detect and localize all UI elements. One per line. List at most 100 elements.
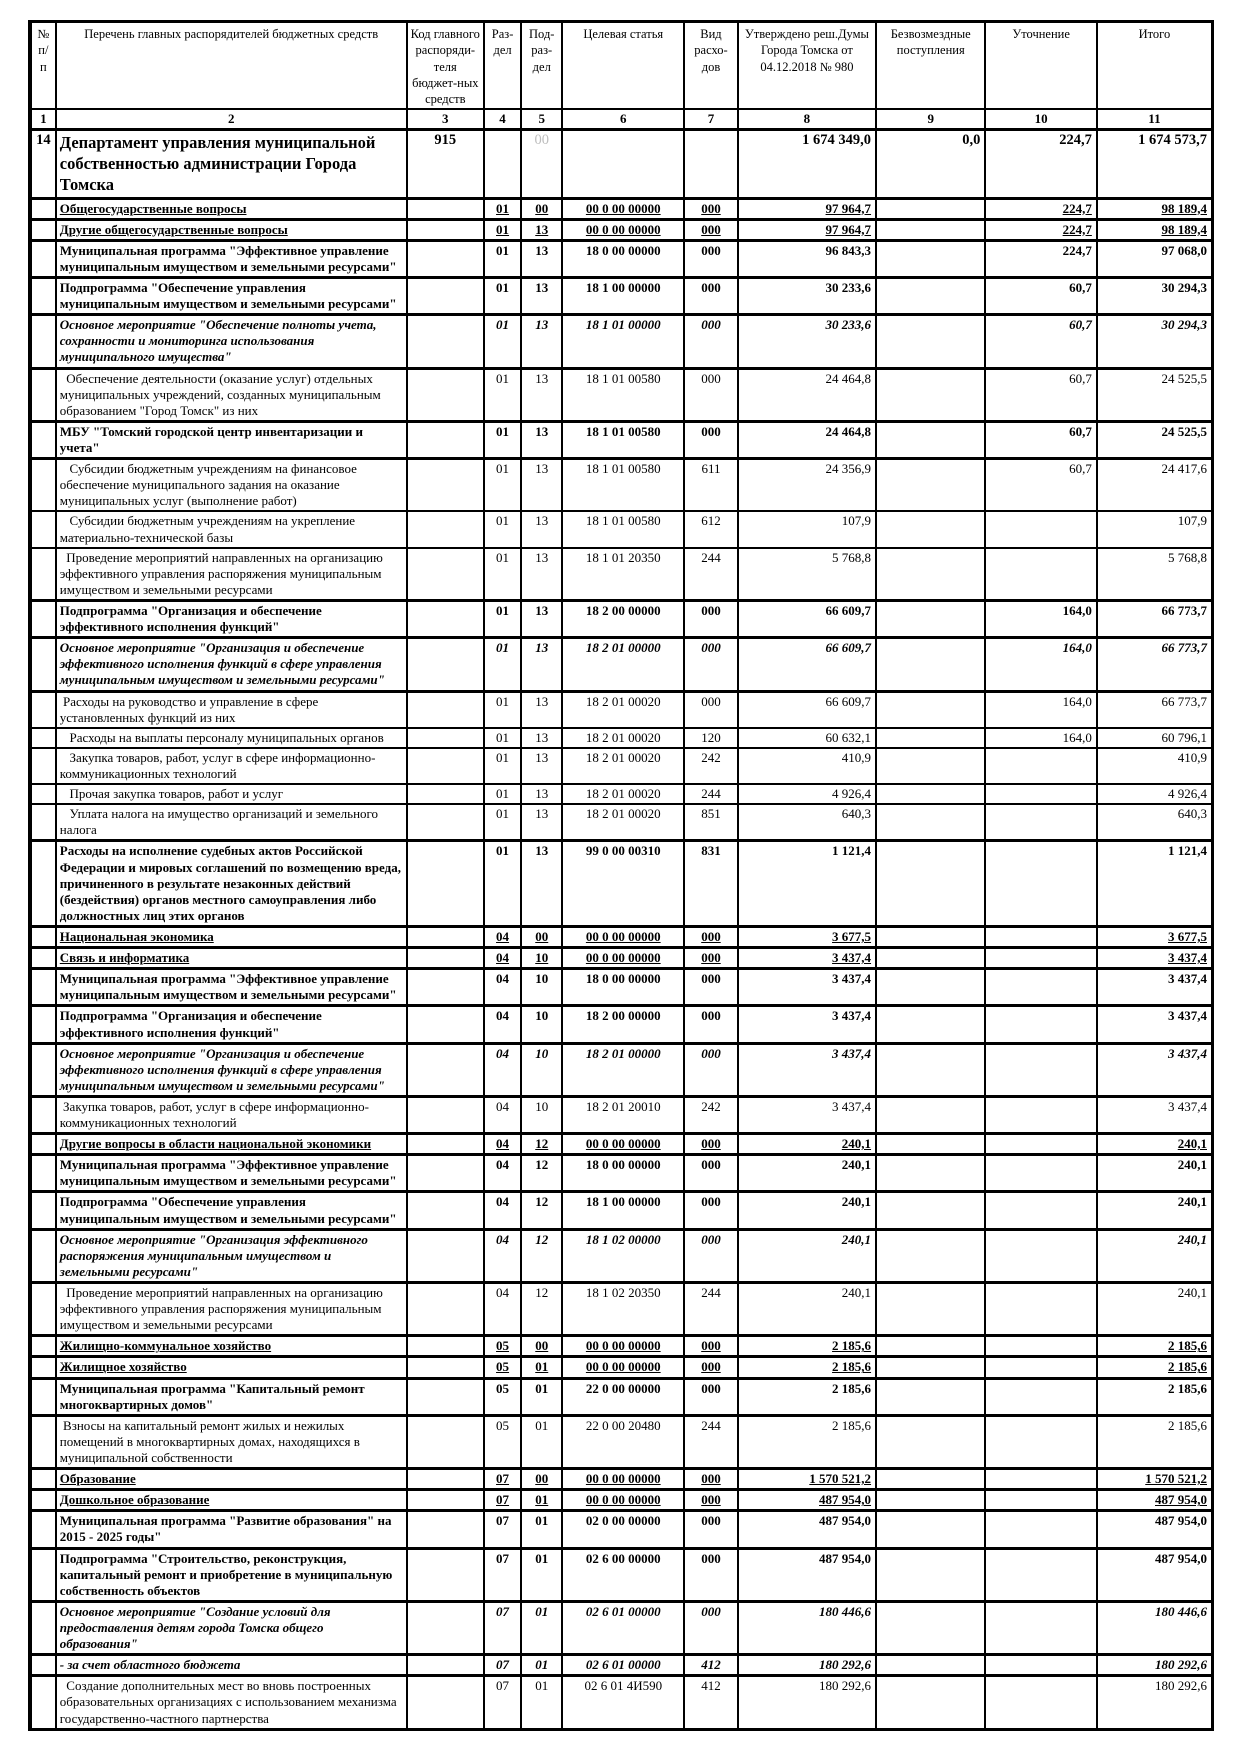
- target-article-code: 18 0 00 00000: [561, 1153, 686, 1194]
- grbs-code: [405, 1467, 485, 1492]
- grbs-code: [405, 1653, 485, 1678]
- target-article-code: 18 1 00 00000: [561, 1190, 686, 1231]
- approved-amount: 24 464,8: [736, 367, 878, 423]
- target-article-code: 18 2 00 00000: [561, 1004, 686, 1045]
- row-number: [29, 1376, 57, 1417]
- target-article-code: 18 2 01 00020: [561, 803, 686, 842]
- refinement-amount: [984, 1132, 1098, 1157]
- expense-type-code: 242: [683, 746, 739, 786]
- subsection-code: 12: [520, 1281, 564, 1337]
- gratuitous-amount: [875, 1227, 987, 1285]
- subsection-code: 01: [520, 1355, 564, 1380]
- refinement-amount: [984, 839, 1098, 928]
- column-header: Под-раз-дел: [520, 20, 564, 111]
- column-number: 7: [683, 108, 739, 132]
- grbs-code: [405, 217, 485, 242]
- target-article-code: 18 2 01 20010: [561, 1095, 686, 1135]
- expense-type-code: 000: [683, 1334, 739, 1359]
- item-name: Прочая закупка товаров, работ и услуг: [54, 783, 408, 806]
- section-code: 01: [482, 839, 523, 928]
- expense-type-code: 000: [683, 1227, 739, 1285]
- total-amount: 487 954,0: [1095, 1488, 1214, 1513]
- grbs-code: [405, 783, 485, 806]
- row-number: [29, 746, 57, 786]
- table-row: Субсидии бюджетным учреждениям на укрепл…: [29, 510, 1214, 549]
- row-number: [29, 1355, 57, 1380]
- item-name: Общегосударственные вопросы: [54, 196, 408, 221]
- target-article-code: 18 2 01 00000: [561, 1041, 686, 1098]
- row-number: [29, 1599, 57, 1657]
- item-name: Другие вопросы в области национальной эк…: [54, 1132, 408, 1157]
- gratuitous-amount: [875, 1281, 987, 1337]
- total-amount: 1 674 573,7: [1095, 128, 1214, 200]
- approved-amount: 60 632,1: [736, 726, 878, 749]
- total-amount: 1 570 521,2: [1095, 1467, 1214, 1492]
- target-article-code: 18 1 01 00580: [561, 419, 686, 461]
- refinement-amount: 224,7: [984, 238, 1098, 280]
- subsection-code: 01: [520, 1509, 564, 1550]
- header-labels-row: № п/п Перечень главных распорядителей бюд…: [29, 20, 1214, 111]
- target-article-code: 00 0 00 00000: [561, 946, 686, 971]
- table-row: Муниципальная программа "Эффективное упр…: [29, 967, 1214, 1008]
- row-number: [29, 1190, 57, 1231]
- expense-type-code: 000: [683, 946, 739, 971]
- item-name: Подпрограмма "Обеспечение управления мун…: [54, 1190, 408, 1231]
- expense-type-code: 000: [683, 1153, 739, 1194]
- approved-amount: 3 437,4: [736, 1095, 878, 1135]
- row-number: [29, 1281, 57, 1337]
- table-row: Закупка товаров, работ, услуг в сфере ин…: [29, 1095, 1214, 1135]
- section-code: 01: [482, 726, 523, 749]
- section-code: 07: [482, 1599, 523, 1657]
- section-code: [482, 128, 523, 200]
- gratuitous-amount: [875, 803, 987, 842]
- table-header: № п/п Перечень главных распорядителей бюд…: [29, 20, 1214, 132]
- subsection-code: 12: [520, 1153, 564, 1194]
- item-name: Муниципальная программа "Эффективное упр…: [54, 238, 408, 280]
- expense-type-code: 000: [683, 1004, 739, 1045]
- target-article-code: 18 1 02 20350: [561, 1281, 686, 1337]
- gratuitous-amount: [875, 276, 987, 317]
- section-code: 01: [482, 636, 523, 693]
- total-amount: 240,1: [1095, 1190, 1214, 1231]
- expense-type-code: 000: [683, 636, 739, 693]
- gratuitous-amount: [875, 746, 987, 786]
- row-number: [29, 803, 57, 842]
- column-number: 3: [405, 108, 485, 132]
- refinement-amount: 164,0: [984, 726, 1098, 749]
- approved-amount: 30 233,6: [736, 276, 878, 317]
- row-number: [29, 924, 57, 950]
- table-row: Уплата налога на имущество организаций и…: [29, 803, 1214, 842]
- refinement-amount: [984, 1674, 1098, 1731]
- table-row: Основное мероприятие "Организация и обес…: [29, 1041, 1214, 1098]
- total-amount: 66 773,7: [1095, 690, 1214, 729]
- approved-amount: 1 570 521,2: [736, 1467, 878, 1492]
- approved-amount: 97 964,7: [736, 196, 878, 221]
- subsection-code: 10: [520, 946, 564, 971]
- grbs-code: [405, 1281, 485, 1337]
- table-row: Основное мероприятие "Обеспечение полнот…: [29, 313, 1214, 370]
- row-number: [29, 726, 57, 749]
- row-number: [29, 457, 57, 513]
- refinement-amount: [984, 1355, 1098, 1380]
- column-number: 6: [561, 108, 686, 132]
- target-article-code: 22 0 00 20480: [561, 1414, 686, 1470]
- section-code: 01: [482, 313, 523, 370]
- target-article-code: [561, 128, 686, 200]
- expense-type-code: 000: [683, 1376, 739, 1417]
- expense-type-code: 000: [683, 1132, 739, 1157]
- row-number: [29, 196, 57, 221]
- item-name: - за счет областного бюджета: [54, 1653, 408, 1678]
- grbs-code: [405, 1041, 485, 1098]
- section-code: 04: [482, 1095, 523, 1135]
- item-name: Основное мероприятие "Организация и обес…: [54, 1041, 408, 1098]
- refinement-amount: [984, 946, 1098, 971]
- section-code: 04: [482, 1227, 523, 1285]
- refinement-amount: 224,7: [984, 217, 1098, 242]
- subsection-code: 10: [520, 967, 564, 1008]
- total-amount: 2 185,6: [1095, 1334, 1214, 1359]
- row-number: [29, 1546, 57, 1603]
- gratuitous-amount: 0,0: [875, 128, 987, 200]
- approved-amount: 24 356,9: [736, 457, 878, 513]
- grbs-code: [405, 967, 485, 1008]
- refinement-amount: [984, 1153, 1098, 1194]
